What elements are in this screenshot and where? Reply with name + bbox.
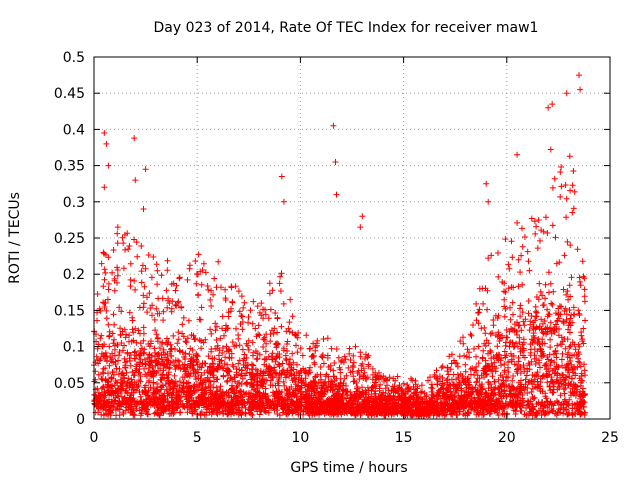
chart-title: Day 023 of 2014, Rate Of TEC Index for r… <box>154 20 539 36</box>
y-axis-label: ROTI / TECUs <box>7 192 23 284</box>
x-tick-label: 20 <box>498 430 516 446</box>
y-tick-label: 0.3 <box>63 195 85 211</box>
y-tick-label: 0.4 <box>63 122 85 138</box>
y-tick-label: 0.15 <box>54 303 85 319</box>
x-tick-label: 5 <box>193 430 202 446</box>
roti-series-markers <box>91 72 589 420</box>
y-tick-label: 0.35 <box>54 159 85 175</box>
x-axis-label: GPS time / hours <box>290 460 407 476</box>
y-tick-label: 0.45 <box>54 86 85 102</box>
y-axis-ticks: 0 0.05 0.1 0.15 0.2 0.25 0.3 0.35 0.4 0.45 0.5 <box>54 50 610 428</box>
y-tick-label: 0.5 <box>63 50 85 66</box>
x-tick-label: 15 <box>395 430 413 446</box>
y-tick-label: 0.1 <box>63 340 85 356</box>
x-tick-label: 10 <box>291 430 309 446</box>
x-tick-label: 0 <box>90 430 99 446</box>
y-tick-label: 0 <box>76 412 85 428</box>
y-tick-label: 0.05 <box>54 376 85 392</box>
data-points <box>91 72 589 420</box>
x-axis-ticks: 0 5 10 15 20 25 <box>90 57 619 446</box>
y-tick-label: 0.25 <box>54 231 85 247</box>
y-tick-label: 0.2 <box>63 267 85 283</box>
grid <box>94 57 610 419</box>
x-tick-label: 25 <box>601 430 619 446</box>
